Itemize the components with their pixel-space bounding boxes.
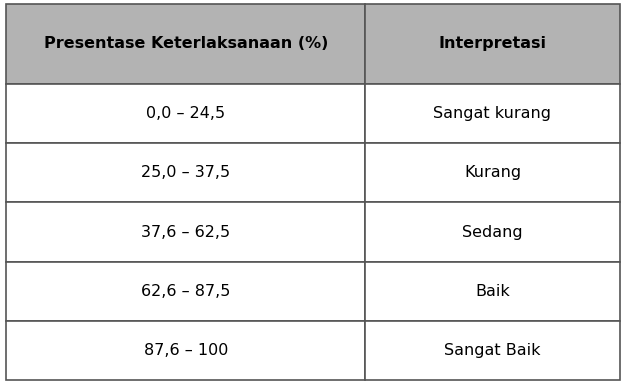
Text: 0,0 – 24,5: 0,0 – 24,5 bbox=[146, 106, 225, 121]
Bar bbox=[6, 143, 365, 202]
Bar bbox=[365, 202, 620, 262]
Bar bbox=[365, 321, 620, 380]
Text: 37,6 – 62,5: 37,6 – 62,5 bbox=[141, 225, 230, 240]
Bar bbox=[365, 4, 620, 84]
Bar bbox=[6, 262, 365, 321]
Text: Interpretasi: Interpretasi bbox=[438, 36, 546, 51]
Bar bbox=[6, 84, 365, 143]
Bar bbox=[6, 202, 365, 262]
Text: 87,6 – 100: 87,6 – 100 bbox=[143, 343, 228, 358]
Text: Sangat Baik: Sangat Baik bbox=[444, 343, 541, 358]
Text: Kurang: Kurang bbox=[464, 165, 521, 180]
Text: 62,6 – 87,5: 62,6 – 87,5 bbox=[141, 284, 230, 299]
Bar bbox=[6, 321, 365, 380]
Bar bbox=[365, 84, 620, 143]
Text: Presentase Keterlaksanaan (%): Presentase Keterlaksanaan (%) bbox=[44, 36, 328, 51]
Text: Sedang: Sedang bbox=[462, 225, 523, 240]
Text: Sangat kurang: Sangat kurang bbox=[433, 106, 552, 121]
Bar bbox=[365, 262, 620, 321]
Bar bbox=[365, 143, 620, 202]
Text: Baik: Baik bbox=[475, 284, 510, 299]
Bar bbox=[6, 4, 365, 84]
Text: 25,0 – 37,5: 25,0 – 37,5 bbox=[141, 165, 230, 180]
